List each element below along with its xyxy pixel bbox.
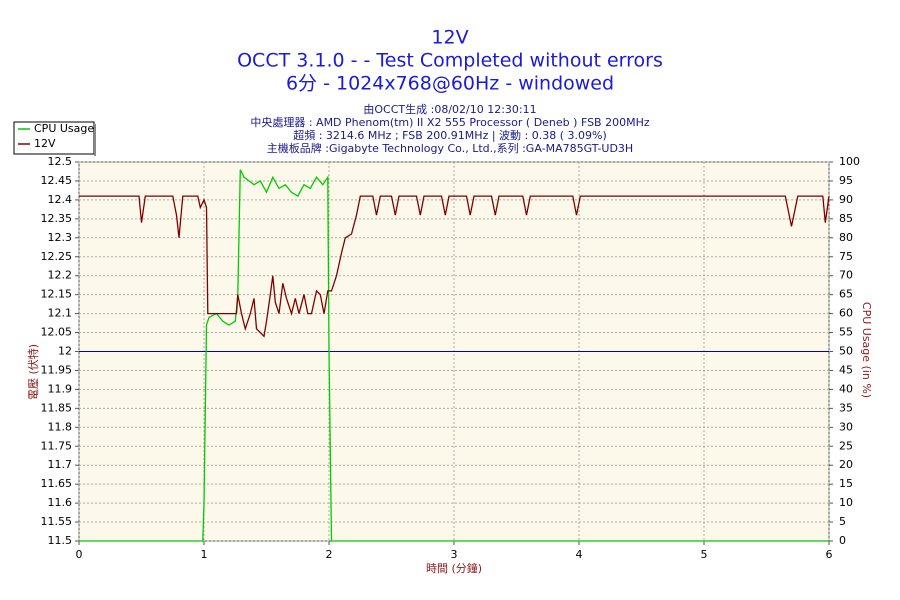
y-tick-label: 12.2 [48,269,73,282]
series-line [79,169,829,542]
y-tick-label: 12.1 [48,307,73,320]
y-tick-label: 11.95 [41,363,73,376]
info-line: 主機板品牌 :Gigabyte Technology Co., Ltd.,系列 … [267,141,633,155]
y2-tick-label: 60 [839,307,853,320]
y2-tick-label: 30 [839,420,853,433]
x-tick-label: 5 [701,548,708,561]
y2-tick-label: 35 [839,401,853,414]
info-line: 中央處理器 : AMD Phenom(tm) II X2 555 Process… [250,115,650,129]
chart-title: 12V [431,27,468,49]
y2-tick-label: 45 [839,363,853,376]
y2-tick-label: 15 [839,477,853,490]
y-axis-label: 電壓 (伏特) [26,344,40,400]
y2-tick-label: 20 [839,458,853,471]
y2-tick-label: 100 [839,155,860,168]
y-tick-label: 11.6 [48,496,73,509]
y-tick-label: 12.45 [41,174,73,187]
subtitle: OCCT 3.1.0 - - Test Completed without er… [237,50,663,72]
y2-tick-label: 50 [839,345,853,358]
y2-tick-label: 10 [839,496,853,509]
y-tick-label: 11.55 [41,515,73,528]
y2-tick-label: 40 [839,382,853,395]
y2-tick-label: 25 [839,439,853,452]
legend-label: CPU Usage [34,122,94,135]
x-tick-label: 2 [326,548,333,561]
y-tick-label: 11.85 [41,401,73,414]
y2-tick-label: 70 [839,269,853,282]
series-line [79,195,830,338]
y-tick-label: 12.25 [41,250,73,263]
legend-box [13,121,95,155]
y2-tick-label: 85 [839,212,853,225]
x-tick-label: 4 [576,548,583,561]
y2-tick-label: 65 [839,288,853,301]
info-line: 超頻 : 3214.6 MHz ; FSB 200.91MHz | 波動 : 0… [293,128,607,142]
y2-tick-label: 95 [839,174,853,187]
x-tick-label: 3 [451,548,458,561]
y-tick-label: 11.8 [48,420,73,433]
legend-shadow [94,124,96,156]
y-tick-label: 12.15 [41,288,73,301]
y2-tick-label: 0 [839,534,846,547]
y2-tick-label: 75 [839,250,853,263]
y2-tick-label: 90 [839,193,853,206]
y-tick-label: 11.9 [48,382,73,395]
y2-tick-label: 55 [839,326,853,339]
x-tick-label: 1 [201,548,208,561]
y-tick-label: 11.65 [41,477,73,490]
x-axis-label: 時間 (分鐘) [426,561,482,575]
legend-label: 12V [34,137,56,150]
info-line: 由OCCT生成 :08/02/10 12:30:11 [363,102,536,116]
y-tick-label: 12.35 [41,212,73,225]
y2-tick-label: 5 [839,515,846,528]
y-tick-label: 12.4 [48,193,73,206]
subtitle: 6分 - 1024x768@60Hz - windowed [286,73,614,95]
y2-axis-label: CPU Usage (in %) [860,302,873,398]
x-tick-label: 6 [826,548,833,561]
y-tick-label: 12.05 [41,326,73,339]
y-tick-label: 11.75 [41,439,73,452]
y-tick-label: 12.3 [48,231,73,244]
y-tick-label: 11.5 [48,534,73,547]
y-tick-label: 11.7 [48,458,73,471]
y-tick-label: 12 [58,345,72,358]
y2-tick-label: 80 [839,231,853,244]
y-tick-label: 12.5 [48,155,73,168]
x-tick-label: 0 [76,548,83,561]
